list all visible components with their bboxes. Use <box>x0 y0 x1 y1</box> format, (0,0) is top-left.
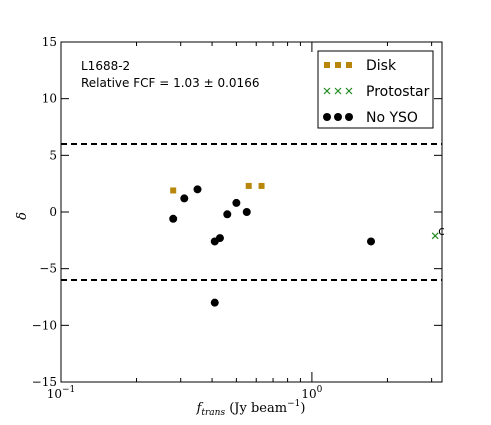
legend-marker-disk <box>346 62 352 68</box>
legend-label-disk: Disk <box>366 58 397 74</box>
annotation: L1688-2 Relative FCF = 1.03 ± 0.0166 <box>81 59 259 90</box>
point-disk <box>245 182 252 189</box>
x-axis-label-unit-exponent: −1 <box>287 399 300 409</box>
x-axis-label-unit: (Jy beam <box>225 401 287 416</box>
y-axis-label: δ <box>15 212 30 220</box>
point-no-yso <box>223 210 232 219</box>
point-no-yso <box>169 214 178 223</box>
legend-label-no-yso: No YSO <box>366 110 418 126</box>
point-protostar <box>431 232 439 240</box>
x-tick-label: 10−1 <box>47 385 76 401</box>
point-no-yso <box>210 298 219 307</box>
y-tick-label: 15 <box>42 35 57 49</box>
legend-marker-disk <box>335 62 341 68</box>
x-axis-label-close: ) <box>300 401 305 416</box>
point-label: c <box>438 224 445 238</box>
legend-marker-no-yso <box>345 113 353 121</box>
annotation-line-2: Relative FCF = 1.03 ± 0.0166 <box>81 76 259 90</box>
point-no-yso <box>193 185 202 194</box>
y-tick-label: −10 <box>32 318 57 332</box>
y-tick-label: 5 <box>49 148 57 162</box>
point-no-yso <box>232 198 241 207</box>
x-axis-label-symbol: f <box>196 401 204 416</box>
reference-lines <box>61 143 442 281</box>
legend-marker-no-yso <box>334 113 342 121</box>
plot-frame <box>60 41 443 383</box>
x-axis-label: ftrans (Jy beam−1) <box>196 399 306 418</box>
point-no-yso <box>215 234 224 243</box>
legend-marker-no-yso <box>323 113 331 121</box>
y-tick-label: −5 <box>39 262 57 276</box>
point-no-yso <box>366 237 375 246</box>
x-tick-label: 100 <box>301 385 322 401</box>
legend-marker-protostar <box>334 87 342 95</box>
tick-labels: −15 −10 −5 0 5 10 15 10−1 100 <box>32 35 323 401</box>
y-tick-label: −15 <box>32 375 57 389</box>
y-tick-label: 0 <box>49 205 57 219</box>
point-disk <box>258 182 265 189</box>
legend-marker-disk <box>324 62 330 68</box>
point-disk <box>170 187 177 194</box>
y-tick-label: 10 <box>42 92 57 106</box>
data-points: c <box>169 182 445 307</box>
legend-markers <box>323 62 353 121</box>
annotation-line-1: L1688-2 <box>81 59 130 73</box>
point-no-yso <box>180 194 189 203</box>
legend-label-protostar: Protostar <box>366 84 430 100</box>
point-no-yso <box>242 208 251 216</box>
legend-marker-protostar <box>323 87 331 95</box>
legend-marker-protostar <box>345 87 353 95</box>
x-axis-label-subscript: trans <box>201 408 225 418</box>
legend: Disk Protostar No YSO <box>317 50 434 129</box>
